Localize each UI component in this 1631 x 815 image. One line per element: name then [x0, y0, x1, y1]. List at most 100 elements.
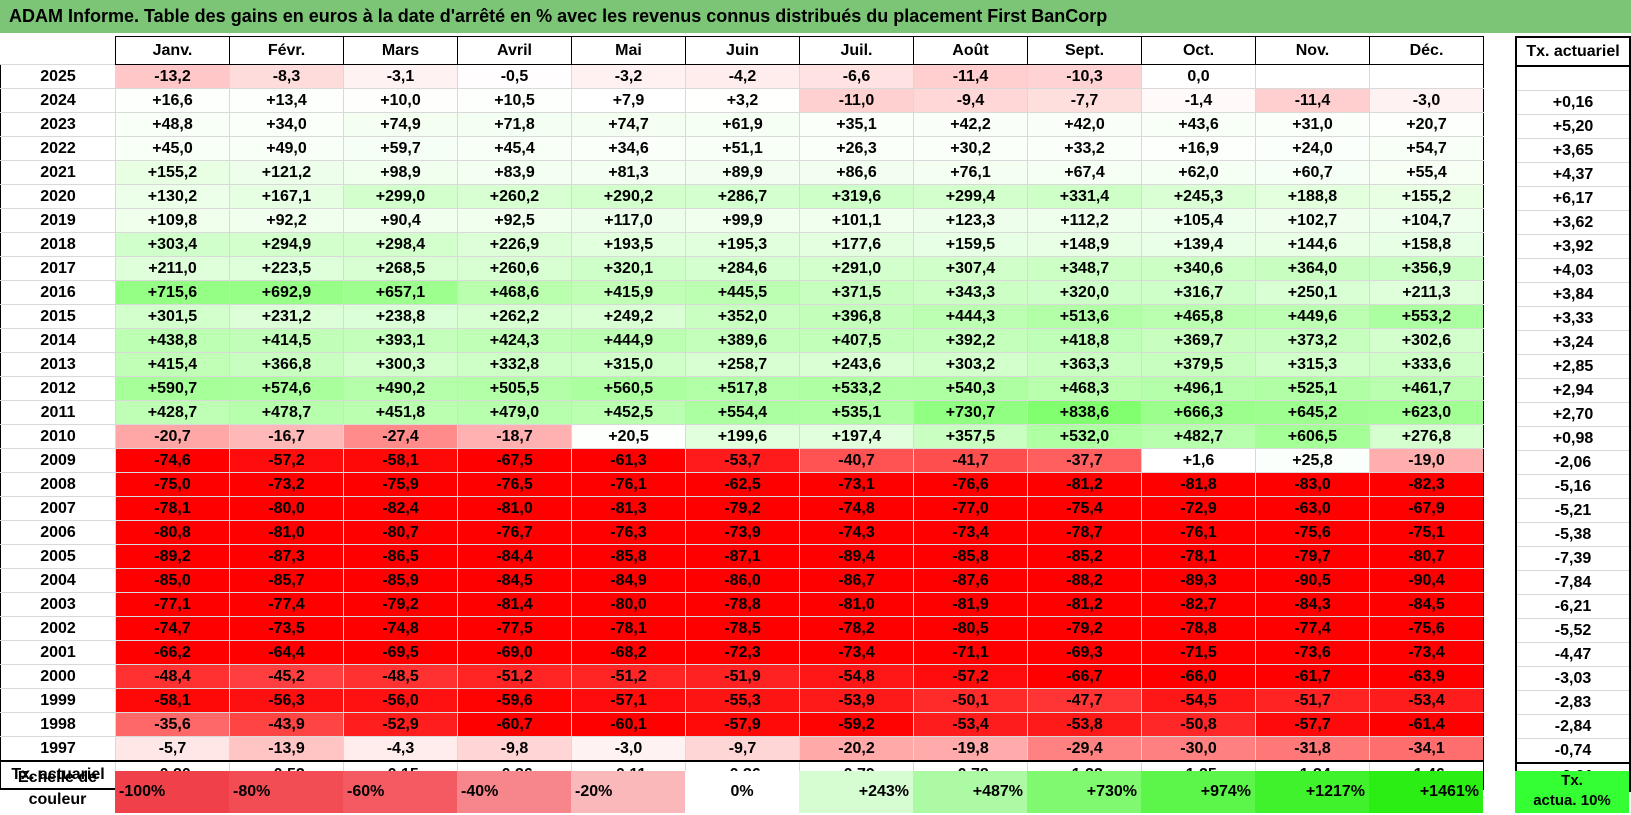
month-header: Sept.	[1027, 36, 1142, 65]
rate-cell: +2,94	[1515, 378, 1631, 403]
gain-cell: -75,1	[1369, 520, 1484, 545]
gain-cell: -57,7	[1255, 712, 1370, 737]
gain-cell: +109,8	[115, 208, 230, 233]
gain-cell: +268,5	[343, 256, 458, 281]
gain-cell: -81,3	[571, 496, 686, 521]
gain-cell: +300,3	[343, 352, 458, 377]
gain-cell: -57,2	[229, 448, 344, 473]
rate-cell: -5,52	[1515, 618, 1631, 643]
table-row: 2020 +130,2 +167,1 +299,0 +260,2 +290,2 +286,7…	[0, 184, 1484, 209]
color-scale-swatch: +243%	[799, 771, 913, 813]
gain-cell: -84,5	[1369, 592, 1484, 617]
gain-cell: -84,5	[457, 568, 572, 593]
gain-cell: -80,7	[1369, 544, 1484, 569]
gain-cell: -73,6	[1255, 640, 1370, 665]
gain-cell: +389,6	[685, 328, 800, 353]
gain-cell: -72,9	[1141, 496, 1256, 521]
gain-cell: -4,3	[343, 736, 458, 762]
gain-cell: +101,1	[799, 208, 914, 233]
color-scale-swatch: +1217%	[1255, 771, 1369, 813]
gain-cell: +356,9	[1369, 256, 1484, 281]
gain-cell: -89,3	[1141, 568, 1256, 593]
color-scale-swatch: -20%	[571, 771, 685, 813]
year-label: 2002	[0, 616, 116, 641]
gain-cell: +315,0	[571, 352, 686, 377]
year-label: 2000	[0, 664, 116, 689]
gain-cell: +74,9	[343, 112, 458, 137]
gain-cell: +102,7	[1255, 208, 1370, 233]
table-row: 1999 -58,1 -56,3 -56,0 -59,6 -57,1 -55,3 -53,9-…	[0, 688, 1484, 713]
gain-cell: +348,7	[1027, 256, 1142, 281]
gain-cell: -77,4	[1255, 616, 1370, 641]
gain-cell: +301,5	[115, 304, 230, 329]
gain-cell: +424,3	[457, 328, 572, 353]
gain-cell: +307,4	[913, 256, 1028, 281]
gain-cell: +623,0	[1369, 400, 1484, 425]
gain-cell: -73,4	[913, 520, 1028, 545]
year-label: 2024	[0, 88, 116, 113]
gain-cell: -76,1	[571, 472, 686, 497]
gain-cell: +468,6	[457, 280, 572, 305]
gain-cell: -81,9	[913, 592, 1028, 617]
rate-cell: -5,38	[1515, 522, 1631, 547]
gain-cell: +51,1	[685, 136, 800, 161]
gain-cell: +444,3	[913, 304, 1028, 329]
gain-cell: +67,4	[1027, 160, 1142, 185]
gain-cell: -74,8	[799, 496, 914, 521]
rate-cell: +3,84	[1515, 282, 1631, 307]
gain-cell: -80,5	[913, 616, 1028, 641]
gain-cell: -51,2	[457, 664, 572, 689]
gain-cell: +238,8	[343, 304, 458, 329]
gain-cell: +223,5	[229, 256, 344, 281]
gain-cell: -60,1	[571, 712, 686, 737]
gain-cell: -50,8	[1141, 712, 1256, 737]
gain-cell: -80,0	[229, 496, 344, 521]
gain-cell: +513,6	[1027, 304, 1142, 329]
gain-cell: +86,6	[799, 160, 914, 185]
year-label: 2007	[0, 496, 116, 521]
year-label: 2015	[0, 304, 116, 329]
gain-cell: -19,0	[1369, 448, 1484, 473]
gain-cell: -84,3	[1255, 592, 1370, 617]
color-scale-swatch: +974%	[1141, 771, 1255, 813]
gain-cell: -3,2	[571, 64, 686, 89]
gain-cell: +35,1	[799, 112, 914, 137]
gain-cell: -81,4	[457, 592, 572, 617]
gain-cell: +104,7	[1369, 208, 1484, 233]
gain-cell: +517,8	[685, 376, 800, 401]
gain-cell: -78,7	[1027, 520, 1142, 545]
year-label: 2018	[0, 232, 116, 257]
gain-cell: -50,1	[913, 688, 1028, 713]
table-row: 2017 +211,0 +223,5 +268,5 +260,6 +320,1 +284,6…	[0, 256, 1484, 281]
gain-cell: +231,2	[229, 304, 344, 329]
gain-cell: -51,9	[685, 664, 800, 689]
table-row: 2023 +48,8 +34,0 +74,9 +71,8 +74,7 +61,9 +35,1 +…	[0, 112, 1484, 137]
gain-cell: +188,8	[1255, 184, 1370, 209]
gain-cell: -87,6	[913, 568, 1028, 593]
gain-cell: -55,3	[685, 688, 800, 713]
gain-cell: +34,6	[571, 136, 686, 161]
month-header: Mai	[571, 36, 686, 65]
color-scale-swatch: +1461%	[1369, 771, 1483, 813]
year-label: 2010	[0, 424, 116, 449]
gain-cell: +294,9	[229, 232, 344, 257]
month-header: Mars	[343, 36, 458, 65]
gain-cell: +43,6	[1141, 112, 1256, 137]
gain-cell: -75,6	[1369, 616, 1484, 641]
table-row: 2012 +590,7 +574,6 +490,2 +505,5 +560,5 +517,8…	[0, 376, 1484, 401]
summary-label: Tx. actuariel	[0, 760, 116, 790]
gain-cell: +574,6	[229, 376, 344, 401]
gain-cell: -16,7	[229, 424, 344, 449]
gain-cell: +193,5	[571, 232, 686, 257]
gain-cell: +331,4	[1027, 184, 1142, 209]
gain-cell: +451,8	[343, 400, 458, 425]
year-label: 2001	[0, 640, 116, 665]
rate-cell: -5,21	[1515, 498, 1631, 523]
gain-cell: +158,8	[1369, 232, 1484, 257]
gain-cell: -85,9	[343, 568, 458, 593]
gain-cell: +692,9	[229, 280, 344, 305]
table-row: 2011 +428,7 +478,7 +451,8 +479,0 +452,5 +554,4…	[0, 400, 1484, 425]
rate-cell: -2,83	[1515, 690, 1631, 715]
year-label: 2020	[0, 184, 116, 209]
month-header: Déc.	[1369, 36, 1484, 65]
